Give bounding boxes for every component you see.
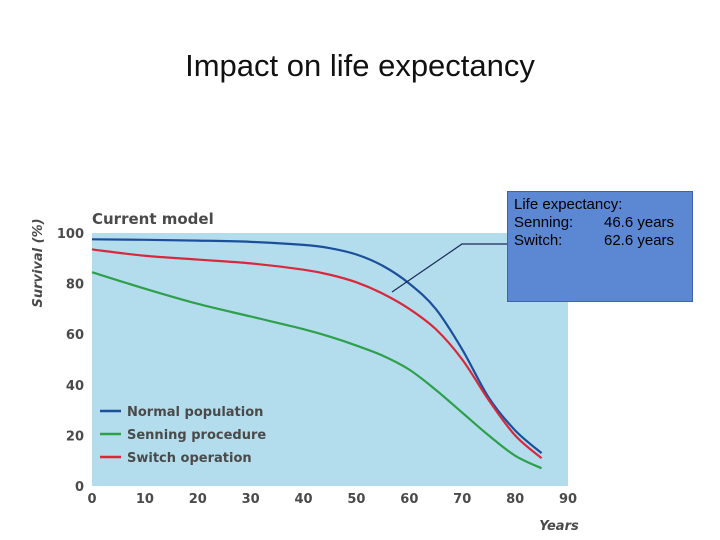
plot-background: [92, 233, 568, 486]
y-tick-label: 100: [57, 227, 84, 242]
series-line-switch-operation: [91, 248, 543, 460]
y-tick-label: 60: [66, 328, 84, 343]
chart-title: Current model: [92, 210, 214, 228]
y-axis-label: Survival (%): [31, 218, 46, 307]
series-line-senning-procedure: [91, 271, 543, 470]
callout-row-switch: Switch: 62.6 years: [514, 232, 686, 250]
life-expectancy-callout: Life expectancy: Senning: 46.6 years Swi…: [507, 191, 693, 302]
x-tick-label: 10: [136, 492, 154, 507]
callout-row-senning: Senning: 46.6 years: [514, 214, 686, 232]
legend-entry: Senning procedure: [127, 428, 266, 443]
x-tick-label: 50: [347, 492, 365, 507]
callout-heading: Life expectancy:: [514, 196, 623, 213]
slide-title: Impact on life expectancy: [185, 48, 535, 83]
x-tick-label: 20: [189, 492, 207, 507]
x-tick-label: 0: [87, 492, 96, 507]
callout-value-senning: 46.6 years: [604, 214, 675, 231]
y-tick-label: 0: [75, 480, 84, 495]
callout-value-switch: 62.6 years: [604, 232, 675, 249]
callout-label-switch: Switch:: [514, 232, 563, 249]
series-line-normal-population: [91, 238, 543, 454]
callout-leader-line: [391, 243, 507, 293]
x-axis-label: Years: [539, 519, 579, 534]
legend-entry: Normal population: [127, 405, 263, 420]
y-tick-label: 20: [66, 429, 84, 444]
x-tick-label: 80: [506, 492, 524, 507]
x-tick-label: 30: [242, 492, 260, 507]
y-tick-label: 80: [66, 278, 84, 293]
x-tick-label: 40: [295, 492, 313, 507]
y-tick-label: 40: [66, 379, 84, 394]
callout-label-senning: Senning:: [514, 214, 574, 231]
x-tick-label: 60: [400, 492, 418, 507]
legend-entry: Switch operation: [127, 451, 252, 466]
x-tick-label: 90: [559, 492, 577, 507]
x-tick-label: 70: [453, 492, 471, 507]
